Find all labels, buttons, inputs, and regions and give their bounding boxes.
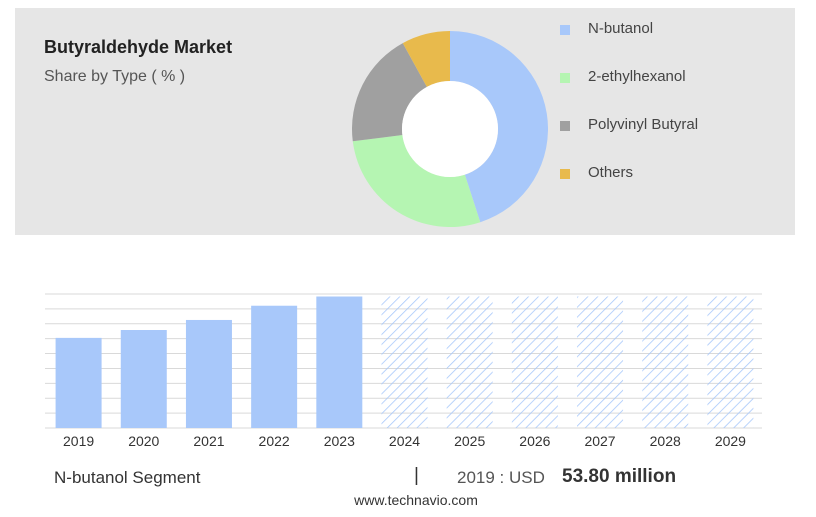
legend-item-2-ethylhexanol: 2-ethylhexanol xyxy=(560,68,780,88)
x-tick-label-2025: 2025 xyxy=(454,433,485,449)
legend-label: Polyvinyl Butyral xyxy=(588,116,699,133)
legend-swatch xyxy=(560,169,570,179)
bar-2019 xyxy=(55,337,102,428)
legend-item-polyvinyl-butyral: Polyvinyl Butyral xyxy=(560,116,780,136)
footer-separator: | xyxy=(414,465,419,486)
forecast-bar-2025 xyxy=(446,296,493,428)
x-tick-label-2029: 2029 xyxy=(715,433,746,449)
bar-2021 xyxy=(185,319,232,428)
x-tick-label-2024: 2024 xyxy=(389,433,420,449)
legend-label: Others xyxy=(588,164,634,181)
donut-slice-n-butanol xyxy=(450,31,548,223)
legend-label: N-butanol xyxy=(588,20,654,37)
x-tick-label-2026: 2026 xyxy=(519,433,550,449)
bar-2022 xyxy=(251,305,298,428)
legend-swatch xyxy=(560,73,570,83)
legend-label: 2-ethylhexanol xyxy=(588,68,686,85)
donut-chart xyxy=(352,31,548,227)
legend-swatch xyxy=(560,25,570,35)
year-label: 2019 : USD xyxy=(457,468,545,487)
chart-subtitle: Share by Type ( % ) xyxy=(44,68,186,85)
source-url: www.technavio.com xyxy=(354,492,478,508)
donut-slice-polyvinyl-butyral xyxy=(352,43,427,142)
x-tick-label-2020: 2020 xyxy=(128,433,159,449)
forecast-bar-2028 xyxy=(642,296,689,428)
bar-2020 xyxy=(120,330,167,428)
x-tick-label-2021: 2021 xyxy=(193,433,224,449)
legend-item-n-butanol: N-butanol xyxy=(560,20,780,40)
x-tick-label-2023: 2023 xyxy=(324,433,355,449)
donut-hole xyxy=(402,81,498,177)
forecast-bar-2027 xyxy=(577,296,624,428)
legend-item-others: Others xyxy=(560,164,780,184)
x-tick-label-2019: 2019 xyxy=(63,433,94,449)
segment-label: N-butanol Segment xyxy=(54,468,201,487)
forecast-bar-2024 xyxy=(381,296,428,428)
forecast-bar-2029 xyxy=(707,296,754,428)
legend-swatch xyxy=(560,121,570,131)
value-label: 53.80 million xyxy=(562,466,677,487)
bar-2023 xyxy=(316,296,363,428)
x-tick-label-2027: 2027 xyxy=(584,433,615,449)
x-tick-label-2022: 2022 xyxy=(259,433,290,449)
bar-chart: 2019 2020 2021 2022 2023 2024 2025 2026 2027 2028… xyxy=(45,293,762,449)
donut-slice-2-ethylhexanol xyxy=(352,135,481,227)
x-tick-label-2028: 2028 xyxy=(650,433,681,449)
forecast-bar-2026 xyxy=(511,296,558,428)
chart-title: Butyraldehyde Market xyxy=(44,37,233,57)
donut-slice-others xyxy=(402,31,450,87)
